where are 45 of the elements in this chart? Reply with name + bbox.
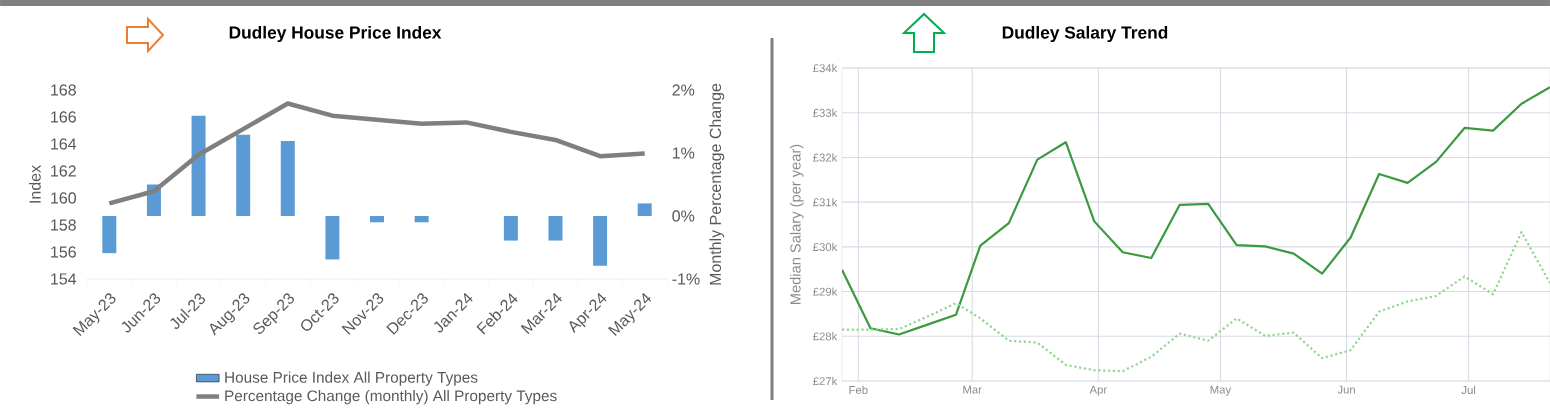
y-tick-label: 158 xyxy=(51,219,76,231)
y-tick-label: £30k xyxy=(813,242,838,252)
y-tick-label: 160 xyxy=(51,192,76,204)
bar xyxy=(280,141,295,216)
y2-axis-title: Monthly Percentage Change xyxy=(709,83,725,285)
y-tick-label: £27k xyxy=(813,376,838,386)
y-tick-label: £32k xyxy=(813,153,838,162)
x-tick-label: Mar xyxy=(963,385,982,394)
bar xyxy=(325,215,340,260)
bar xyxy=(593,215,608,266)
y-tick-label: £34k xyxy=(813,63,838,73)
x-tick-label: Jun xyxy=(1337,385,1355,394)
y2-tick-label: -1% xyxy=(672,273,700,285)
y2-tick-label: 2% xyxy=(672,84,695,96)
chart-title: Dudley Salary Trend xyxy=(1002,25,1168,43)
y-tick-label: 156 xyxy=(51,246,76,258)
bar xyxy=(548,215,563,241)
legend-label: Percentage Change (monthly) All Property Types xyxy=(225,389,557,405)
y-tick-label: £28k xyxy=(813,332,838,341)
legend-label: House Price Index All Property Types xyxy=(225,371,478,386)
y-tick-label: £33k xyxy=(813,108,838,117)
x-tick-label: Jul xyxy=(1461,385,1476,395)
bar xyxy=(191,115,206,216)
x-tick-label: May xyxy=(1210,385,1232,396)
y-tick-label: 168 xyxy=(51,84,76,96)
line-series xyxy=(107,101,647,206)
chart-title: Dudley House Price Index xyxy=(229,25,442,43)
y2-tick-label: 0% xyxy=(672,210,695,222)
bar xyxy=(637,203,652,216)
y-axis-title: Index xyxy=(29,165,41,203)
y-tick-label: 162 xyxy=(51,165,76,177)
y-tick-label: £31k xyxy=(813,197,838,207)
y2-tick-label: 1% xyxy=(672,147,695,159)
bar xyxy=(236,134,251,216)
y-axis-title: Median Salary (per year) xyxy=(789,144,804,304)
y-tick-label: £29k xyxy=(813,287,838,296)
bar xyxy=(503,215,518,241)
x-tick-label: Feb xyxy=(849,385,868,395)
bar xyxy=(370,215,385,223)
y-tick-label: 154 xyxy=(51,273,77,285)
bar xyxy=(102,215,117,254)
y-tick-label: 164 xyxy=(51,138,77,150)
y-tick-label: 166 xyxy=(51,111,76,123)
x-tick-label: Apr xyxy=(1089,385,1107,396)
bar xyxy=(414,215,429,223)
